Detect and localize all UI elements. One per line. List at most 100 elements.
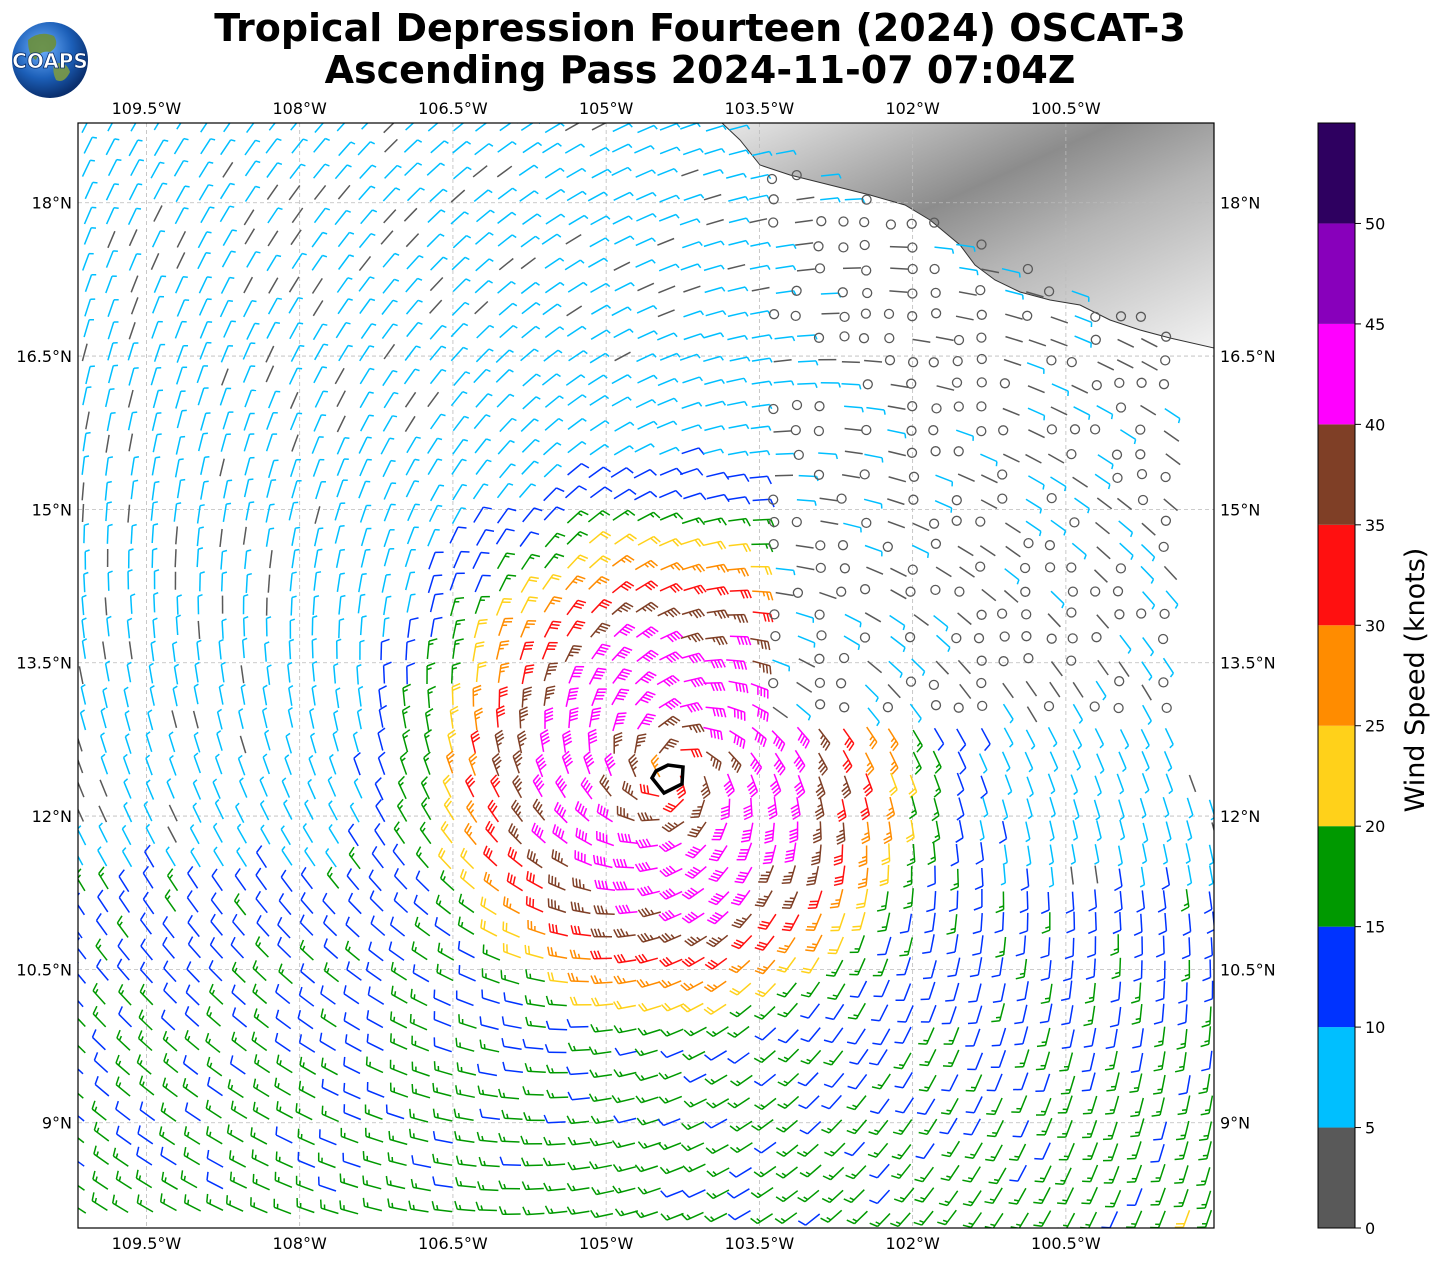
barb-half-feather (580, 143, 585, 148)
wind-barb (907, 263, 918, 275)
barb-staff (727, 311, 746, 318)
barb-feather (455, 597, 465, 600)
wind-barb (680, 123, 701, 130)
wind-barb (704, 286, 726, 294)
barb-half-feather (369, 345, 375, 348)
barb-half-feather (745, 217, 750, 223)
barb-half-feather (812, 872, 817, 875)
calm-circle (885, 219, 897, 230)
wind-barb (658, 285, 676, 294)
barb-staff (106, 525, 109, 544)
wind-barb (176, 123, 182, 130)
barb-staff (451, 256, 466, 271)
calm-circle (907, 263, 918, 275)
wind-barb (657, 397, 678, 406)
barb-half-feather (838, 382, 841, 388)
barb-half-feather (721, 286, 726, 292)
barb-staff (81, 253, 90, 271)
calm-circle (861, 194, 872, 205)
wind-barb (890, 383, 909, 389)
barb-staff (338, 620, 341, 639)
title-line-1: Tropical Depression Fourteen (2024) OSCA… (214, 6, 1186, 50)
wind-barb (382, 187, 401, 202)
barb-staff (728, 195, 746, 202)
wind-barb (404, 391, 417, 408)
wind-barb (773, 380, 795, 386)
barb-half-feather (442, 188, 448, 193)
wind-barb (83, 227, 97, 245)
barb-staff (751, 286, 770, 292)
wind-barb (84, 273, 97, 292)
barb-staff (497, 211, 513, 224)
calm-circle (975, 284, 986, 296)
barb-staff (406, 187, 421, 202)
wind-barb (683, 310, 705, 318)
wind-barb (1050, 316, 1069, 324)
wind-barb (130, 159, 145, 177)
wind-barb (885, 219, 897, 230)
wind-barb (291, 252, 307, 270)
barb-staff (176, 230, 187, 248)
barb-half-feather (207, 276, 212, 279)
wind-barb (405, 123, 415, 131)
barb-staff (657, 332, 675, 341)
wind-barb (791, 169, 802, 181)
calm-circle (906, 218, 917, 229)
calm-circle (1046, 355, 1057, 366)
barb-half-feather (116, 158, 122, 162)
barb-half-feather (394, 278, 400, 282)
barb-feather (529, 596, 538, 599)
barb-staff (473, 368, 487, 384)
barb-half-feather (132, 411, 138, 414)
wind-barb (288, 276, 300, 293)
wind-barb (360, 323, 377, 340)
barb-staff (476, 324, 491, 339)
wind-barb (219, 299, 233, 318)
barb-feather (570, 651, 579, 654)
barb-staff (176, 123, 182, 130)
barb-staff (472, 165, 488, 178)
barb-staff (105, 183, 115, 201)
barb-staff (750, 173, 769, 180)
barb-feather (762, 861, 772, 865)
barb-staff (795, 242, 814, 246)
wind-barb (706, 218, 724, 226)
barb-half-feather (766, 265, 771, 270)
wind-barb (153, 123, 160, 131)
barb-half-feather (676, 123, 681, 128)
wind-barb (522, 213, 542, 226)
wind-barb (883, 308, 895, 320)
wind-barb (636, 305, 658, 314)
wind-barb (588, 257, 609, 268)
barb-half-feather (904, 433, 907, 439)
wind-barb (266, 254, 282, 272)
barb-staff (242, 342, 252, 360)
barb-staff (657, 397, 675, 406)
barb-staff (587, 191, 605, 202)
barb-staff (82, 387, 88, 406)
barb-half-feather (255, 139, 261, 143)
barb-feather (551, 623, 560, 627)
barb-half-feather (651, 259, 656, 264)
wind-barb (475, 348, 494, 363)
barb-staff (820, 197, 839, 201)
barb-staff (107, 321, 115, 340)
wind-barb (336, 390, 346, 408)
wind-barb (521, 325, 541, 339)
barb-staff (591, 168, 609, 179)
barb-staff (544, 326, 561, 339)
barb-staff (153, 139, 165, 157)
barb-half-feather (861, 407, 864, 413)
barb-staff (679, 218, 698, 226)
calm-circle (1066, 356, 1077, 368)
barb-feather (523, 648, 533, 651)
wind-barb (152, 295, 165, 314)
barb-staff (681, 169, 699, 177)
barb-staff (130, 159, 140, 177)
wind-barb (520, 348, 539, 362)
barb-staff (683, 193, 702, 202)
barb-half-feather (793, 290, 797, 296)
barb-half-feather (160, 230, 166, 233)
barb-half-feather (349, 118, 353, 120)
barb-half-feather (627, 396, 632, 401)
